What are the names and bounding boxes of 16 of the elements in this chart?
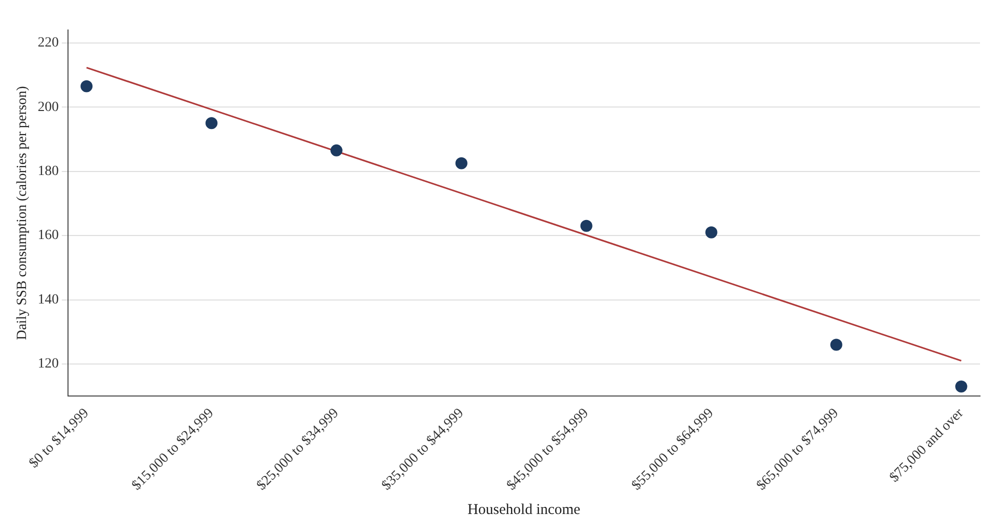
- point: [830, 338, 842, 351]
- y-tick-label: 200: [38, 100, 59, 115]
- y-tick-label: 220: [38, 36, 59, 51]
- point: [455, 157, 468, 170]
- point: [80, 80, 93, 92]
- point: [330, 144, 342, 156]
- y-tick-label: 180: [38, 164, 59, 179]
- point: [580, 220, 592, 232]
- point: [955, 380, 968, 392]
- y-tick-label: 140: [38, 292, 59, 308]
- y-axis-title: Daily SSB consumption (calories per person): [15, 86, 30, 340]
- point: [705, 226, 718, 238]
- y-tick-label: 160: [38, 228, 59, 244]
- x-axis-title: Household income: [467, 502, 581, 518]
- y-tick-label: 120: [38, 356, 59, 372]
- point: [206, 117, 218, 130]
